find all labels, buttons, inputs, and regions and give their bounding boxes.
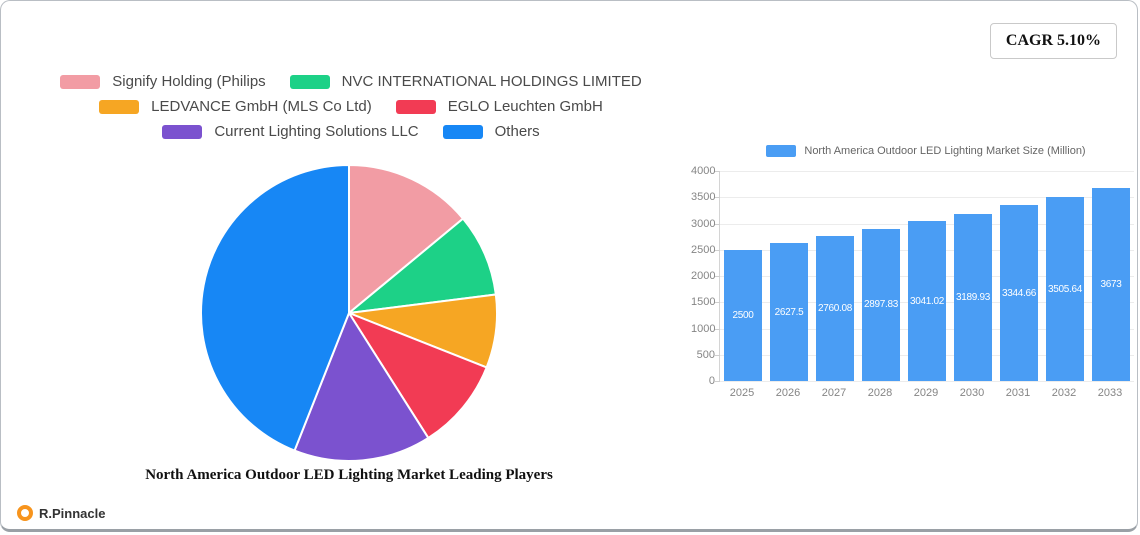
x-tick-label: 2027 [821,387,847,399]
gridline [720,197,1134,199]
y-tick-label: 1000 [691,322,716,335]
bar[interactable]: 3189.93 [954,213,992,381]
x-tick-label: 2033 [1097,387,1123,399]
gridline [720,171,1134,172]
y-tick-mark [715,302,720,304]
y-tick-label: 0 [708,375,715,387]
legend-item[interactable]: NVC INTERNATIONAL HOLDINGS LIMITED [289,73,642,90]
pie-slice[interactable] [293,312,430,462]
y-tick-label: 500 [696,348,715,361]
y-tick-label: 3000 [691,217,716,230]
bar-value-label: 2627.5 [774,306,804,318]
x-tick-label: 2031 [1005,387,1031,399]
bar-value-label: 3673 [1100,279,1122,291]
cagr-text: CAGR 5.10% [1005,32,1101,49]
y-tick-label: 2500 [691,243,716,256]
y-tick-label: 1500 [691,296,716,309]
bar[interactable]: 2627.5 [770,243,808,381]
brand-circle-icon [17,505,33,521]
bar-yaxis: 0 500 1000 1500 2000 2500 3000 3500 4000 [691,165,716,387]
x-tick-label: 2025 [729,387,755,399]
bar[interactable]: 3673 [1092,188,1130,381]
y-tick-mark [715,354,720,356]
bar-value-label: 2760.08 [817,303,853,315]
pie-legend: Signify Holding (Philips NVC INTERNATIONA… [21,73,681,140]
bar-chart: North America Outdoor LED Lighting Marke… [691,141,1137,421]
legend-item[interactable]: Others [442,123,540,140]
y-tick-mark [715,223,720,225]
x-tick-label: 2030 [959,387,985,399]
x-tick-label: 2026 [775,387,801,399]
bar-legend[interactable]: North America Outdoor LED Lighting Marke… [719,145,1133,157]
legend-label: EGLO Leuchten GmbH [447,98,603,115]
bar-value-label: 3505.64 [1047,283,1083,295]
y-tick-label: 4000 [691,165,716,177]
bar-legend-swatch [766,145,797,157]
legend-swatch [60,74,101,89]
pie-slice[interactable] [348,312,488,439]
y-tick-mark [715,328,720,330]
y-tick-mark [715,197,720,199]
y-tick-label: 3500 [691,191,716,204]
legend-label: Signify Holding (Philips [112,73,266,90]
y-tick-mark [715,381,720,382]
cagr-badge: CAGR 5.10% [989,23,1117,59]
legend-swatch [395,99,436,114]
legend-item[interactable]: LEDVANCE GmbH (MLS Co Ltd) [99,98,372,115]
legend-item[interactable]: Current Lighting Solutions LLC [162,123,419,140]
x-tick-label: 2029 [913,387,939,399]
bar[interactable]: 2760.08 [816,236,854,381]
pie-title: North America Outdoor LED Lighting Marke… [145,467,553,483]
x-tick-label: 2032 [1051,387,1077,399]
bar-legend-label: North America Outdoor LED Lighting Marke… [804,145,1086,157]
pie-slice[interactable] [348,164,465,314]
bar[interactable]: 2500 [724,249,762,381]
legend-item[interactable]: Signify Holding (Philips [60,73,266,90]
bar-value-label: 3189.93 [955,291,991,303]
pie-slice[interactable] [200,164,350,452]
bar-value-label: 2500 [732,309,754,321]
bar-value-label: 3344.66 [1001,287,1037,299]
legend-swatch [289,74,330,89]
legend-swatch [99,99,140,114]
y-tick-mark [715,171,720,172]
pie-slice[interactable] [348,217,497,314]
y-tick-mark [715,249,720,251]
legend-label: Others [494,123,540,140]
brand-name: R.Pinnacle [39,505,106,521]
x-tick-label: 2028 [867,387,893,399]
legend-swatch [162,124,203,139]
y-tick-mark [715,276,720,277]
brand-logo: R.Pinnacle [17,505,105,521]
legend-swatch [442,124,483,139]
legend-label: NVC INTERNATIONAL HOLDINGS LIMITED [341,73,642,90]
bar-xaxis: 2025 2026 2027 2028 2029 2030 2031 2032 2033 [719,387,1133,405]
bar[interactable]: 3041.02 [908,221,946,381]
legend-item[interactable]: EGLO Leuchten GmbH [395,98,603,115]
legend-label: LEDVANCE GmbH (MLS Co Ltd) [151,98,372,115]
bar-plot: 2500 2627.5 2760.08 2897.83 3041.02 3189.93 33… [715,171,1134,382]
legend-label: Current Lighting Solutions LLC [214,123,419,140]
gridline [720,381,1134,382]
pie-chart [200,164,498,462]
bar-value-label: 2897.83 [863,299,899,311]
bar[interactable]: 3505.64 [1046,197,1084,381]
y-tick-label: 2000 [691,270,716,282]
bar[interactable]: 2897.83 [862,228,900,381]
bar[interactable]: 3344.66 [1000,205,1038,381]
bar-value-label: 3041.02 [909,295,945,307]
